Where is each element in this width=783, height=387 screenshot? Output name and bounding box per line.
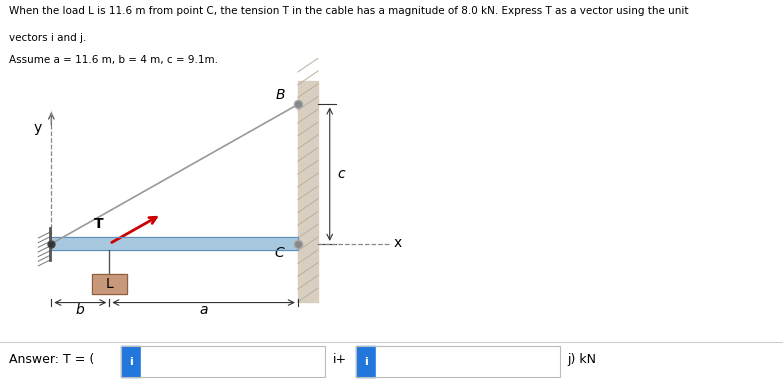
Text: a: a (200, 303, 207, 317)
Bar (52, 237, 298, 250)
Text: j) kN: j) kN (568, 353, 597, 366)
Text: i: i (364, 357, 368, 367)
Text: When the load L is 11.6 m from point C, the tension T in the cable has a magnitu: When the load L is 11.6 m from point C, … (9, 6, 689, 16)
Bar (298, 81, 318, 302)
Text: C: C (275, 246, 284, 260)
Text: i+: i+ (333, 353, 347, 366)
Text: x: x (394, 236, 402, 250)
Text: c: c (337, 167, 345, 181)
Text: b: b (76, 303, 85, 317)
Text: i: i (129, 357, 133, 367)
Text: Answer: T = (: Answer: T = ( (9, 353, 95, 366)
Text: y: y (34, 121, 42, 135)
Text: B: B (276, 88, 286, 102)
Bar (52, 237, 298, 250)
Text: vectors i and j.: vectors i and j. (9, 33, 87, 43)
Bar (92, 274, 127, 295)
Text: Assume a = 11.6 m, b = 4 m, c = 9.1m.: Assume a = 11.6 m, b = 4 m, c = 9.1m. (9, 55, 218, 65)
Text: T: T (93, 217, 103, 231)
Text: L: L (106, 277, 114, 291)
Bar (92, 274, 127, 295)
